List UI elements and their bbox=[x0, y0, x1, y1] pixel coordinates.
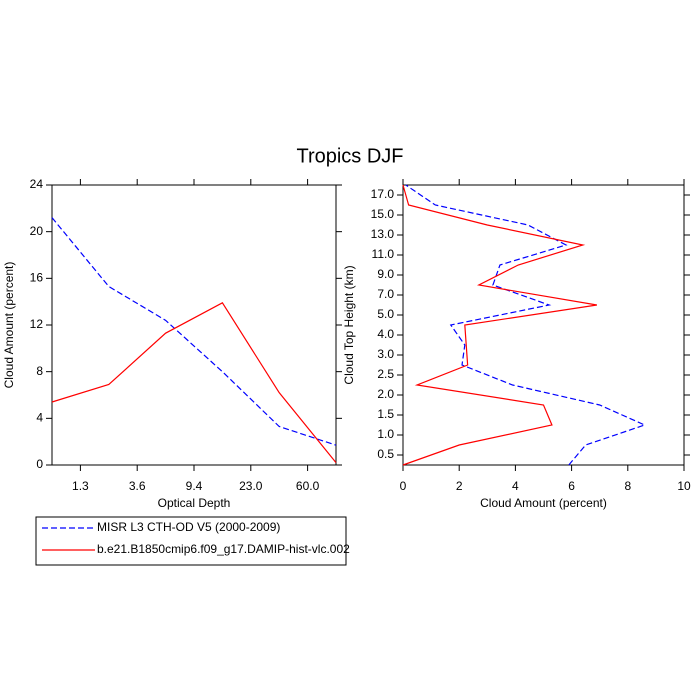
y-tick-label: 0 bbox=[36, 457, 43, 471]
series-line bbox=[51, 217, 337, 446]
x-axis-label: Cloud Amount (percent) bbox=[480, 496, 607, 510]
x-tick-label: 2 bbox=[456, 479, 463, 493]
y-tick-label: 11.0 bbox=[372, 247, 395, 261]
y-tick-label: 2.0 bbox=[377, 387, 394, 401]
x-tick-label: 3.6 bbox=[129, 479, 146, 493]
y-tick-label: 12 bbox=[30, 317, 44, 331]
x-axis-label: Optical Depth bbox=[158, 496, 231, 510]
y-tick-label: 1.0 bbox=[377, 427, 394, 441]
y-tick-label: 20 bbox=[30, 224, 44, 238]
x-tick-label: 23.0 bbox=[239, 479, 263, 493]
y-tick-label: 3.0 bbox=[377, 347, 394, 361]
y-axis-label: Cloud Top Height (km) bbox=[342, 265, 356, 384]
y-tick-label: 9.0 bbox=[377, 267, 394, 281]
x-tick-label: 10 bbox=[677, 479, 691, 493]
y-tick-label: 7.0 bbox=[377, 287, 394, 301]
y-tick-label: 1.5 bbox=[377, 407, 394, 421]
series-line bbox=[51, 302, 337, 464]
y-tick-label: 8 bbox=[36, 364, 43, 378]
plot-frame bbox=[402, 184, 685, 466]
series-line bbox=[402, 184, 597, 466]
legend-label: b.e21.B1850cmip6.f09_g17.DAMIP-hist-vlc.… bbox=[97, 542, 350, 556]
x-tick-label: 4 bbox=[512, 479, 519, 493]
y-tick-label: 4.0 bbox=[377, 327, 394, 341]
x-tick-label: 6 bbox=[568, 479, 575, 493]
x-tick-label: 60.0 bbox=[296, 479, 320, 493]
legend-label: MISR L3 CTH-OD V5 (2000-2009) bbox=[97, 520, 280, 534]
chart-title: Tropics DJF bbox=[296, 145, 403, 167]
y-tick-label: 4 bbox=[36, 411, 43, 425]
x-tick-label: 0 bbox=[400, 479, 407, 493]
y-tick-label: 2.5 bbox=[377, 367, 394, 381]
y-tick-label: 15.0 bbox=[371, 207, 395, 221]
y-tick-label: 24 bbox=[30, 177, 44, 191]
series-line bbox=[405, 184, 647, 466]
legend-box bbox=[35, 516, 347, 566]
x-tick-label: 8 bbox=[624, 479, 631, 493]
y-tick-label: 16 bbox=[30, 271, 44, 285]
x-tick-label: 9.4 bbox=[186, 479, 203, 493]
y-tick-label: 0.5 bbox=[377, 447, 394, 461]
y-tick-label: 13.0 bbox=[371, 227, 395, 241]
y-tick-label: 5.0 bbox=[377, 307, 394, 321]
y-axis-label: Cloud Amount (percent) bbox=[2, 262, 16, 389]
y-tick-label: 17.0 bbox=[371, 187, 395, 201]
x-tick-label: 1.3 bbox=[72, 479, 89, 493]
